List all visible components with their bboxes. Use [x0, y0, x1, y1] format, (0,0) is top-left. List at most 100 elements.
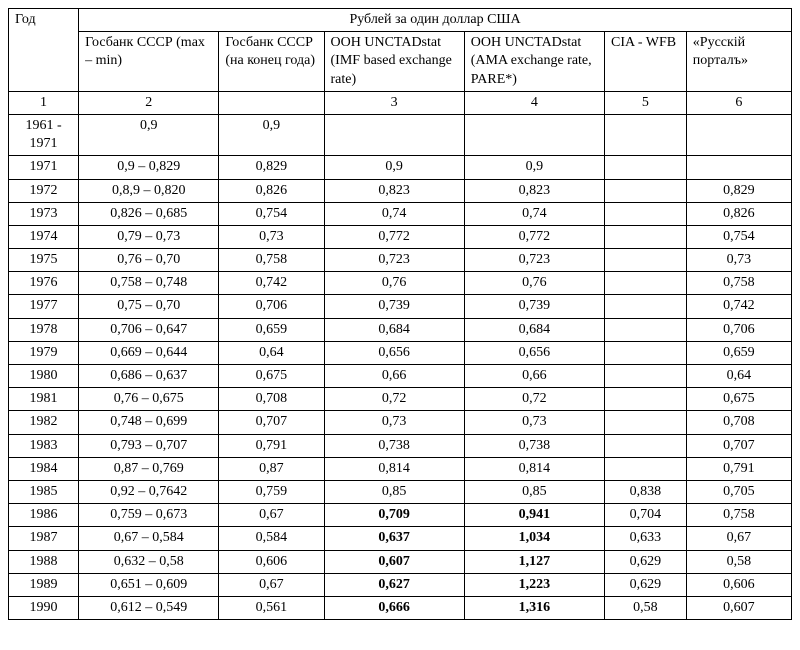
table-cell: 1971 [9, 156, 79, 179]
table-cell [604, 341, 686, 364]
table-cell: 1982 [9, 411, 79, 434]
table-cell: 0,76 – 0,70 [79, 249, 219, 272]
table-row: 19860,759 – 0,6730,670,7090,9410,7040,75… [9, 504, 792, 527]
table-cell: 0,9 [464, 156, 604, 179]
table-cell: 0,738 [464, 434, 604, 457]
table-cell [686, 156, 791, 179]
table-cell: 0,606 [219, 550, 324, 573]
table-cell: 0,9 [79, 114, 219, 155]
table-cell: 0,708 [219, 388, 324, 411]
table-cell: 1986 [9, 504, 79, 527]
table-cell: 0,87 [219, 457, 324, 480]
table-cell: 0,9 [324, 156, 464, 179]
table-row: 19720,8,9 – 0,8200,8260,8230,8230,829 [9, 179, 792, 202]
table-cell: 0,75 – 0,70 [79, 295, 219, 318]
table-cell: 1985 [9, 480, 79, 503]
table-cell: 0,669 – 0,644 [79, 341, 219, 364]
table-cell: 0,656 [324, 341, 464, 364]
table-cell: 0,704 [604, 504, 686, 527]
table-cell: 1980 [9, 365, 79, 388]
table-cell [324, 114, 464, 155]
column-number-row: 1 2 3 4 5 6 [9, 91, 792, 114]
table-cell: 0,76 [464, 272, 604, 295]
table-row: 19730,826 – 0,6850,7540,740,740,826 [9, 202, 792, 225]
table-cell: 0,67 – 0,584 [79, 527, 219, 550]
table-cell: 0,706 – 0,647 [79, 318, 219, 341]
table-cell: 0,659 [686, 341, 791, 364]
colnum-4: 4 [464, 91, 604, 114]
table-cell: 0,705 [686, 480, 791, 503]
table-cell: 0,659 [219, 318, 324, 341]
table-cell: 0,723 [324, 249, 464, 272]
table-cell: 0,64 [219, 341, 324, 364]
table-cell: 0,758 – 0,748 [79, 272, 219, 295]
colnum-blank [219, 91, 324, 114]
table-row: 19890,651 – 0,6090,670,6271,2230,6290,60… [9, 573, 792, 596]
table-cell [604, 156, 686, 179]
header-sub-3: ООН UNCTADstat (IMF based exchange rate) [324, 32, 464, 92]
table-cell: 0,754 [219, 202, 324, 225]
table-row: 19760,758 – 0,7480,7420,760,760,758 [9, 272, 792, 295]
table-cell: 1975 [9, 249, 79, 272]
table-cell: 1978 [9, 318, 79, 341]
table-cell: 0,826 – 0,685 [79, 202, 219, 225]
header-main: Рублей за один доллар США [79, 9, 792, 32]
table-cell: 0,758 [686, 504, 791, 527]
table-cell: 1973 [9, 202, 79, 225]
table-cell: 0,684 [464, 318, 604, 341]
table-row: 19710,9 – 0,8290,8290,90,9 [9, 156, 792, 179]
table-cell: 0,76 [324, 272, 464, 295]
header-sub-5: CIA - WFB [604, 32, 686, 92]
header-sub-6: «Русскій порталъ» [686, 32, 791, 92]
table-cell: 0,67 [219, 573, 324, 596]
table-cell: 0,823 [464, 179, 604, 202]
table-cell: 1972 [9, 179, 79, 202]
table-cell: 1990 [9, 596, 79, 619]
table-cell: 0,675 [219, 365, 324, 388]
table-cell: 0,758 [686, 272, 791, 295]
table-cell: 1,316 [464, 596, 604, 619]
table-cell: 0,633 [604, 527, 686, 550]
table-cell: 0,66 [324, 365, 464, 388]
table-cell: 0,607 [686, 596, 791, 619]
table-row: 19790,669 – 0,6440,640,6560,6560,659 [9, 341, 792, 364]
table-cell: 0,73 [219, 225, 324, 248]
table-cell: 0,72 [464, 388, 604, 411]
table-cell: 1974 [9, 225, 79, 248]
table-row: 19770,75 – 0,700,7060,7390,7390,742 [9, 295, 792, 318]
table-cell: 0,684 [324, 318, 464, 341]
colnum-5: 5 [604, 91, 686, 114]
table-cell: 1976 [9, 272, 79, 295]
table-cell [604, 295, 686, 318]
table-cell: 0,584 [219, 527, 324, 550]
table-cell [464, 114, 604, 155]
table-cell: 1987 [9, 527, 79, 550]
table-cell: 0,651 – 0,609 [79, 573, 219, 596]
table-cell: 0,686 – 0,637 [79, 365, 219, 388]
table-cell: 0,791 [219, 434, 324, 457]
colnum-1: 1 [9, 91, 79, 114]
table-cell: 0,627 [324, 573, 464, 596]
table-cell: 1979 [9, 341, 79, 364]
table-cell: 0,612 – 0,549 [79, 596, 219, 619]
table-cell: 0,742 [686, 295, 791, 318]
table-cell: 0,606 [686, 573, 791, 596]
table-cell [604, 179, 686, 202]
table-cell [604, 272, 686, 295]
table-cell: 0,791 [686, 457, 791, 480]
table-cell [604, 249, 686, 272]
table-cell [604, 114, 686, 155]
table-cell: 0,85 [324, 480, 464, 503]
table-cell: 0,74 [464, 202, 604, 225]
table-cell: 0,707 [219, 411, 324, 434]
table-cell: 0,632 – 0,58 [79, 550, 219, 573]
table-cell: 0,709 [324, 504, 464, 527]
table-cell: 0,74 [324, 202, 464, 225]
table-cell [604, 225, 686, 248]
table-cell: 0,772 [464, 225, 604, 248]
table-cell: 0,67 [686, 527, 791, 550]
table-cell: 0,67 [219, 504, 324, 527]
colnum-6: 6 [686, 91, 791, 114]
table-cell: 1,127 [464, 550, 604, 573]
table-row: 19750,76 – 0,700,7580,7230,7230,73 [9, 249, 792, 272]
